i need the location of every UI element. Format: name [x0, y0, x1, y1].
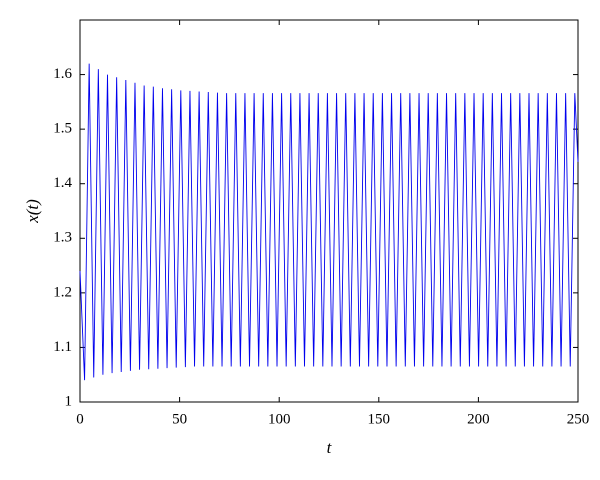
x-tick-label: 100	[268, 411, 291, 427]
y-tick-label: 1.6	[53, 66, 72, 82]
data-line	[79, 63, 579, 381]
y-tick-label: 1.4	[53, 175, 72, 191]
y-tick-label: 1.2	[53, 284, 72, 300]
x-tick-label: 250	[567, 411, 590, 427]
x-tick-label: 150	[368, 411, 391, 427]
y-axis-label: x(t)	[23, 199, 42, 224]
x-tick-label: 0	[76, 411, 84, 427]
plot-frame	[79, 19, 579, 403]
y-tick-label: 1.3	[53, 230, 72, 246]
y-tick-label: 1	[65, 393, 73, 409]
y-tick-label: 1.5	[53, 121, 72, 137]
x-tick-label: 50	[172, 411, 187, 427]
x-tick-label: 200	[467, 411, 490, 427]
y-tick-label: 1.1	[53, 339, 72, 355]
x-axis-label: t	[327, 438, 333, 457]
